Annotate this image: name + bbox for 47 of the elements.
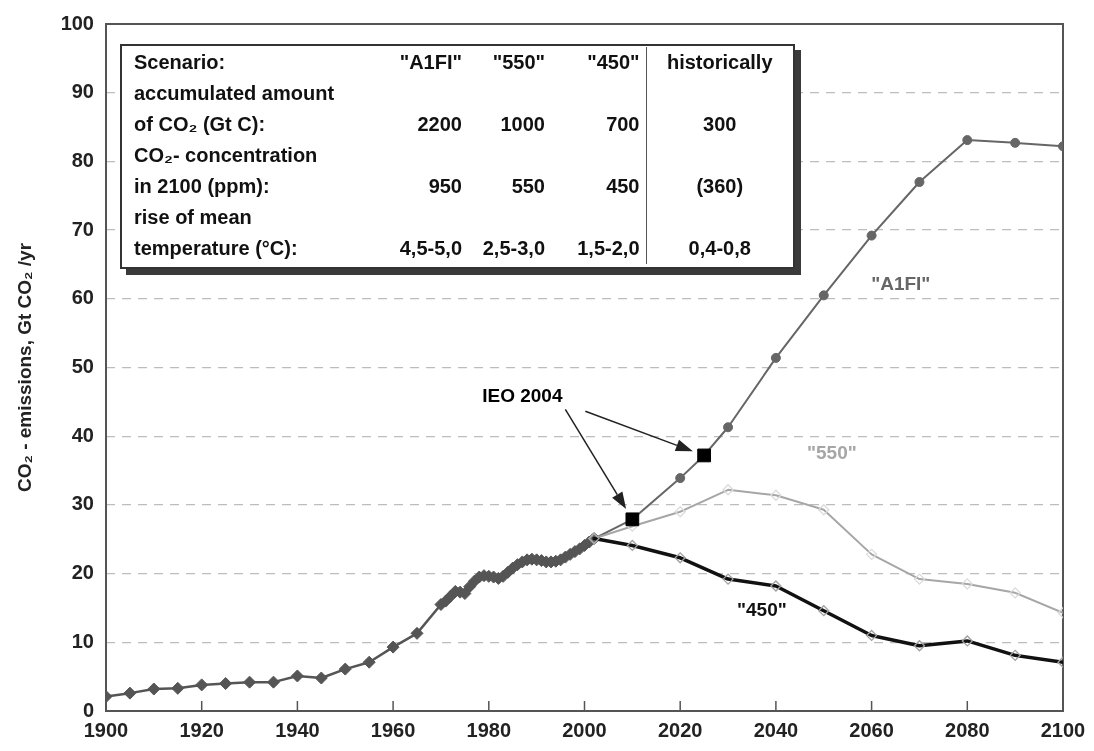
x-tick-label: 1960 [370, 718, 416, 741]
annotation: 950 [427, 174, 462, 199]
y-tick-label: 90 [71, 80, 94, 103]
text: IEO 2004 [482, 384, 563, 406]
x-tick-label: 1900 [83, 718, 129, 741]
annotation: 300 [646, 78, 793, 140]
y-tick-label: 40 [71, 423, 94, 446]
series-label: "450" [737, 599, 787, 621]
annotation: accumulated amount of CO₂ (Gt C): [133, 81, 336, 137]
annotation: "A1FI" [398, 50, 462, 75]
x-tick-label: 2060 [849, 718, 894, 741]
x-tick-label: 1940 [275, 718, 320, 741]
y-tick-label: 100 [60, 11, 94, 34]
x-tick-label: 2040 [753, 718, 799, 741]
y-tick-label: 70 [71, 217, 94, 240]
y-axis-title: CO₂ - emissions, Gt CO₂ /yr [13, 242, 35, 493]
y-tick-label: 10 [71, 629, 94, 652]
x-tick-label: 1980 [466, 718, 512, 741]
annotation: 1000 [499, 112, 545, 137]
annotation: "550" [491, 50, 545, 75]
annotation: rise of mean temperature (°C): [133, 205, 299, 261]
annotation: 2,5-3,0 [481, 236, 545, 261]
y-tick-label: 80 [71, 148, 94, 171]
annotation: historically [646, 47, 793, 78]
annotation: 450 [605, 174, 641, 199]
x-tick-label: 2080 [945, 718, 990, 741]
annotation: 550 [510, 174, 545, 199]
annotation: Scenario: [133, 50, 227, 75]
annotation: 2200 [416, 112, 462, 137]
annotation: "450" [586, 50, 641, 75]
y-tick-label: 0 [82, 698, 94, 721]
annotation: 4,5-5,0 [398, 236, 462, 261]
text: "550" [807, 441, 857, 463]
y-tick-label: 50 [71, 355, 94, 378]
annotation: (360) [646, 140, 793, 202]
annotation: 0,4-0,8 [646, 202, 793, 264]
y-tick-label: 30 [71, 492, 94, 515]
y-tick-label: 20 [71, 561, 94, 584]
annotation: 700 [605, 112, 641, 137]
x-tick-label: 1920 [179, 718, 224, 741]
annotation: 1,5-2,0 [576, 236, 641, 261]
annotation: CO₂- concentration in 2100 (ppm): [133, 143, 319, 199]
x-tick-label: 2020 [657, 718, 703, 741]
y-tick-label: 60 [71, 286, 94, 309]
x-tick-label: 2000 [562, 718, 607, 741]
series-label: "A1FI" [871, 272, 931, 294]
x-tick-label: 2100 [1040, 718, 1086, 741]
